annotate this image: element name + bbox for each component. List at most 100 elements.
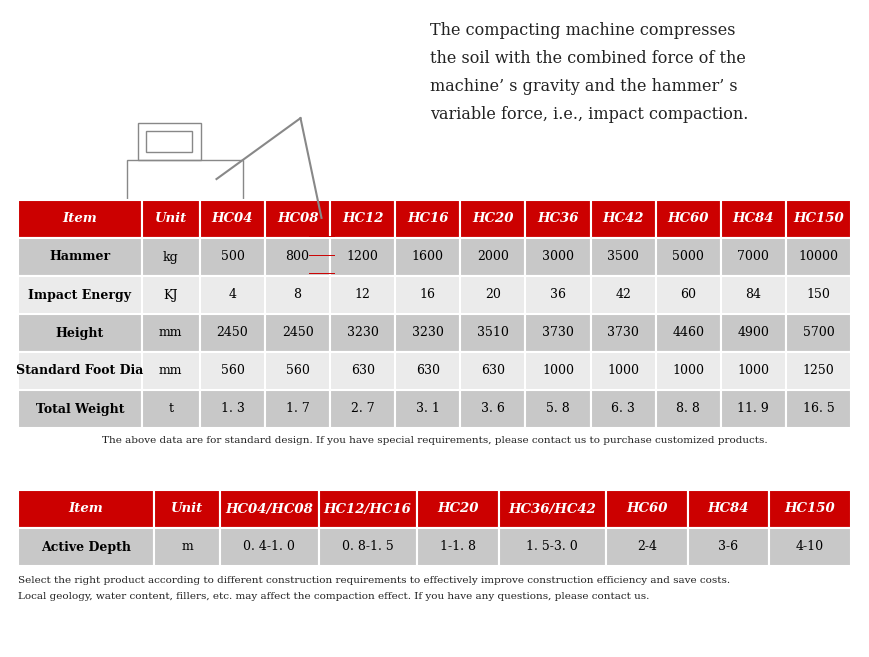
Bar <box>461 390 526 428</box>
Text: 8. 8: 8. 8 <box>676 403 700 415</box>
Bar <box>526 352 591 390</box>
Text: 3730: 3730 <box>607 327 639 340</box>
Text: 630: 630 <box>481 365 505 378</box>
Bar <box>526 276 591 314</box>
Text: 3500: 3500 <box>607 250 639 263</box>
Bar <box>18 200 142 238</box>
Bar <box>142 390 200 428</box>
Bar <box>220 490 319 528</box>
Bar <box>18 314 142 352</box>
Text: HC60: HC60 <box>626 503 667 516</box>
Bar <box>656 314 720 352</box>
Bar <box>786 276 851 314</box>
Bar <box>769 528 851 566</box>
Text: HC04: HC04 <box>212 212 253 225</box>
Text: mm: mm <box>159 327 182 340</box>
Bar <box>687 528 769 566</box>
Bar <box>656 200 720 238</box>
Bar <box>720 352 786 390</box>
Text: 12: 12 <box>355 288 371 302</box>
Bar <box>154 528 220 566</box>
Text: 6. 3: 6. 3 <box>611 403 635 415</box>
Bar <box>606 528 687 566</box>
Text: HC12/HC16: HC12/HC16 <box>324 503 412 516</box>
Text: HC20: HC20 <box>472 212 514 225</box>
Text: 2. 7: 2. 7 <box>351 403 375 415</box>
Bar <box>687 490 769 528</box>
Text: 4: 4 <box>229 288 236 302</box>
Text: HC04/HC08: HC04/HC08 <box>225 503 313 516</box>
Text: 16. 5: 16. 5 <box>803 403 834 415</box>
Text: Height: Height <box>56 327 104 340</box>
Bar <box>200 238 265 276</box>
Bar <box>330 352 395 390</box>
Bar <box>303 218 340 231</box>
Bar <box>786 390 851 428</box>
Bar <box>591 200 656 238</box>
Text: Standard Foot Dia: Standard Foot Dia <box>17 365 143 378</box>
Text: 7000: 7000 <box>738 250 769 263</box>
Text: 1000: 1000 <box>542 365 574 378</box>
Text: 36: 36 <box>550 288 566 302</box>
Text: 4-10: 4-10 <box>796 541 824 553</box>
Bar <box>769 490 851 528</box>
Bar <box>101 208 269 231</box>
Text: 8: 8 <box>294 288 302 302</box>
Bar <box>18 490 154 528</box>
Bar <box>786 314 851 352</box>
Bar <box>330 200 395 238</box>
Text: 1250: 1250 <box>803 365 834 378</box>
Text: 3730: 3730 <box>542 327 574 340</box>
Text: variable force, i.e., impact compaction.: variable force, i.e., impact compaction. <box>430 106 748 123</box>
Bar <box>526 390 591 428</box>
Text: HC12: HC12 <box>342 212 383 225</box>
Text: Local geology, water content, fillers, etc. may affect the compaction effect. If: Local geology, water content, fillers, e… <box>18 592 649 601</box>
Text: machine’ s gravity and the hammer’ s: machine’ s gravity and the hammer’ s <box>430 78 738 95</box>
Bar <box>526 200 591 238</box>
Bar <box>720 200 786 238</box>
Text: 10000: 10000 <box>799 250 839 263</box>
Text: 150: 150 <box>806 288 831 302</box>
Bar <box>395 238 461 276</box>
Bar <box>146 131 192 152</box>
Text: KJ: KJ <box>163 288 178 302</box>
Text: HC08: HC08 <box>277 212 318 225</box>
Bar <box>330 276 395 314</box>
Bar <box>606 490 687 528</box>
Bar <box>308 218 334 292</box>
Text: Impact Energy: Impact Energy <box>29 288 131 302</box>
Text: HC60: HC60 <box>667 212 709 225</box>
Text: 5700: 5700 <box>803 327 834 340</box>
Text: Select the right product according to different construction requirements to eff: Select the right product according to di… <box>18 576 730 585</box>
Bar <box>330 314 395 352</box>
Text: 1000: 1000 <box>607 365 639 378</box>
Text: 500: 500 <box>221 250 244 263</box>
Text: 1600: 1600 <box>412 250 444 263</box>
Text: 60: 60 <box>680 288 696 302</box>
Bar <box>200 352 265 390</box>
Bar <box>656 276 720 314</box>
Text: 2-4: 2-4 <box>637 541 657 553</box>
Bar <box>319 528 417 566</box>
Text: 4900: 4900 <box>738 327 769 340</box>
Bar <box>591 276 656 314</box>
Bar <box>786 238 851 276</box>
Bar <box>461 352 526 390</box>
Bar <box>200 200 265 238</box>
Bar <box>395 200 461 238</box>
Bar <box>499 490 606 528</box>
Bar <box>265 314 330 352</box>
Text: HC84: HC84 <box>707 503 749 516</box>
Text: 3-6: 3-6 <box>719 541 739 553</box>
Text: 3230: 3230 <box>347 327 379 340</box>
Bar <box>265 352 330 390</box>
Text: Unit: Unit <box>171 503 203 516</box>
Text: 1. 5-3. 0: 1. 5-3. 0 <box>527 541 578 553</box>
Bar <box>142 200 200 238</box>
Text: 0. 4-1. 0: 0. 4-1. 0 <box>243 541 295 553</box>
Bar <box>786 200 851 238</box>
Bar <box>18 390 142 428</box>
Bar <box>591 352 656 390</box>
Bar <box>591 314 656 352</box>
Bar <box>395 390 461 428</box>
